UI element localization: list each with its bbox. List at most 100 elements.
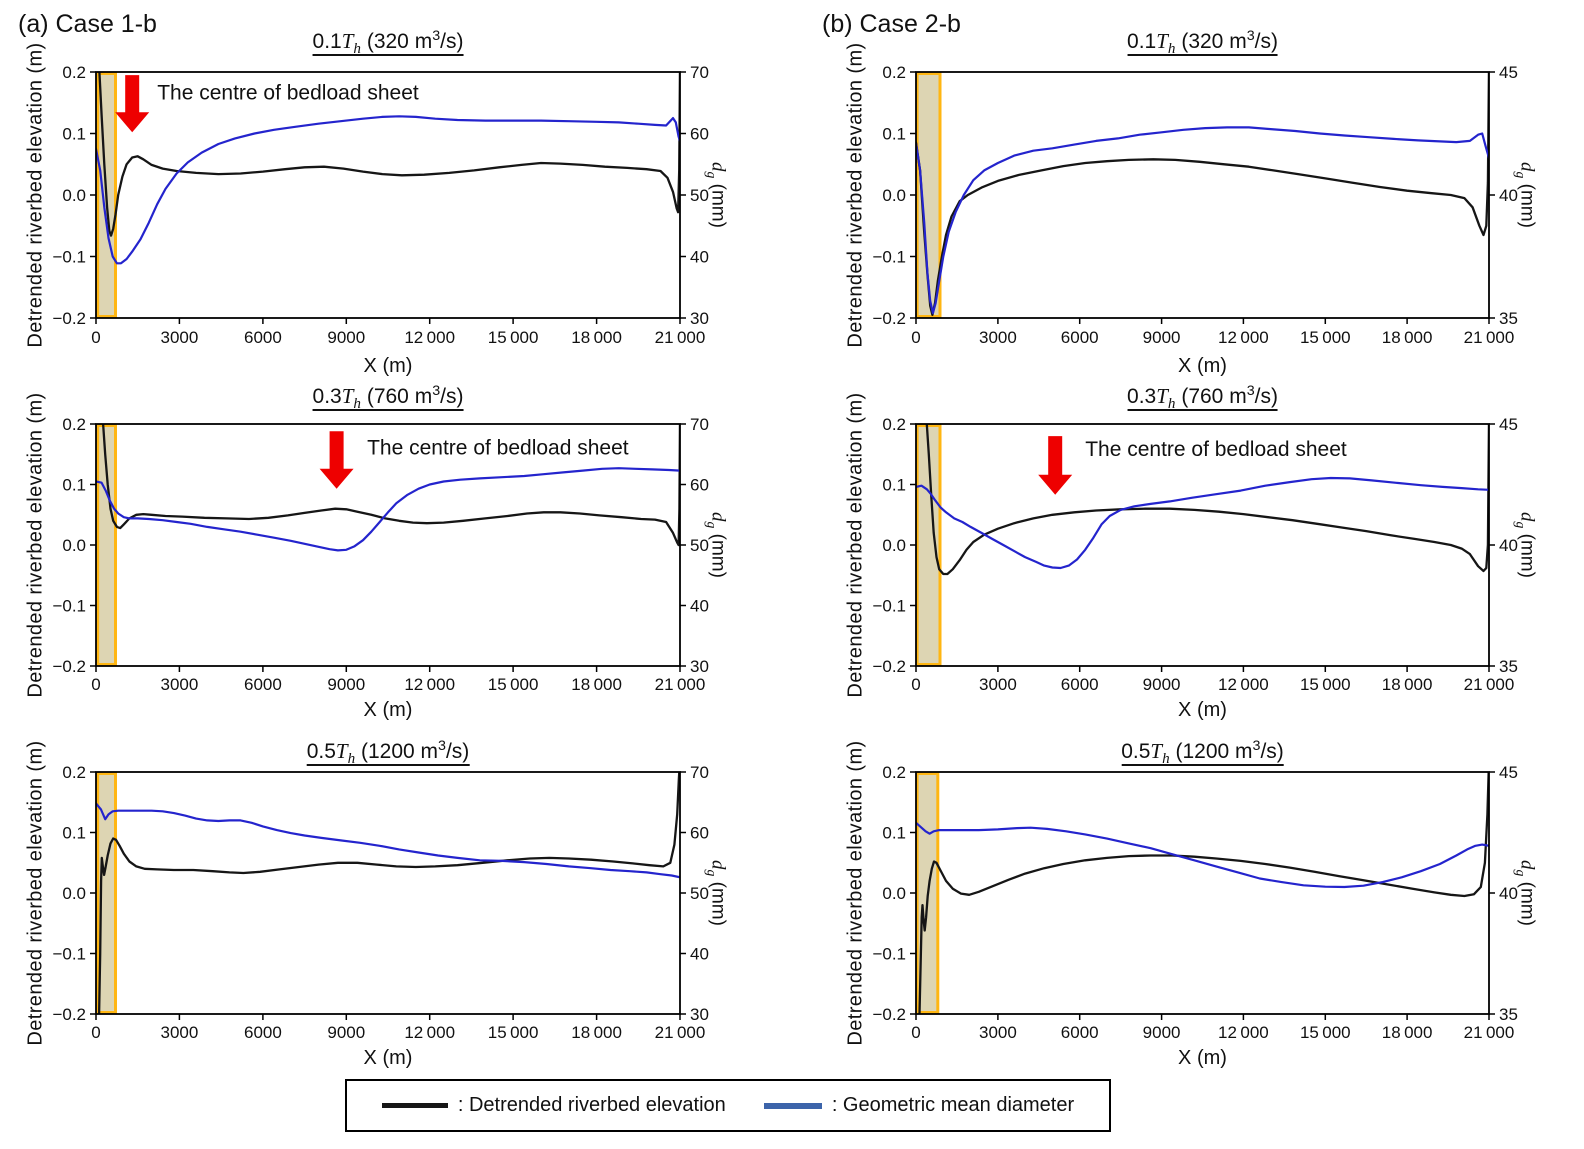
y-axis-label-right: dg (mm)	[1513, 512, 1538, 578]
chart-panel: 0.5Th (1200 m3/s) Detrended riverbed ele…	[0, 725, 792, 1070]
svg-text:−0.1: −0.1	[872, 596, 906, 615]
svg-text:70: 70	[690, 63, 709, 82]
svg-text:0.0: 0.0	[882, 186, 906, 205]
chart-title: 0.1Th (320 m3/s)	[1127, 28, 1278, 58]
chart-canvas: −0.2 −0.1 0.0 0.1 0.2 35 40 45 0 3000 6000 9000 12 0…	[872, 763, 1518, 1069]
svg-text:18 000: 18 000	[1382, 675, 1433, 694]
y-axis-label-right: dg (mm)	[704, 162, 729, 228]
svg-text:50: 50	[690, 536, 709, 555]
svg-text:18 000: 18 000	[571, 1023, 622, 1042]
svg-text:0.0: 0.0	[62, 884, 86, 903]
svg-text:70: 70	[690, 763, 709, 782]
svg-text:0.1: 0.1	[882, 124, 906, 143]
x-axis-label: X (m)	[1178, 1047, 1227, 1069]
svg-text:9000: 9000	[1143, 675, 1181, 694]
svg-text:30: 30	[690, 1005, 709, 1024]
x-axis-label: X (m)	[1178, 355, 1227, 377]
svg-text:3000: 3000	[979, 1023, 1017, 1042]
svg-text:0: 0	[911, 1023, 920, 1042]
svg-text:6000: 6000	[244, 1023, 282, 1042]
svg-text:30: 30	[690, 309, 709, 328]
legend-line-blue	[763, 1102, 822, 1109]
svg-text:3000: 3000	[160, 328, 198, 347]
svg-text:15 000: 15 000	[488, 328, 539, 347]
svg-text:9000: 9000	[1143, 328, 1181, 347]
svg-text:21 000: 21 000	[1464, 675, 1515, 694]
svg-text:12 000: 12 000	[1218, 1023, 1269, 1042]
chart-title: 0.5Th (1200 m3/s)	[1121, 738, 1284, 768]
svg-text:0: 0	[911, 675, 920, 694]
svg-text:70: 70	[690, 415, 709, 434]
svg-text:0.0: 0.0	[882, 884, 906, 903]
svg-text:0.2: 0.2	[62, 763, 86, 782]
svg-text:12 000: 12 000	[404, 328, 455, 347]
svg-text:15 000: 15 000	[488, 1023, 539, 1042]
chart-title: 0.3Th (760 m3/s)	[1127, 383, 1278, 413]
svg-text:0.0: 0.0	[62, 536, 86, 555]
svg-text:12 000: 12 000	[404, 1023, 455, 1042]
svg-text:40: 40	[690, 247, 709, 266]
svg-text:−0.1: −0.1	[52, 944, 86, 963]
svg-text:0.1: 0.1	[62, 823, 86, 842]
svg-text:3000: 3000	[160, 675, 198, 694]
svg-text:9000: 9000	[1143, 1023, 1181, 1042]
panel-label-b: (b) Case 2-b	[822, 10, 961, 38]
svg-text:60: 60	[690, 124, 709, 143]
svg-text:45: 45	[1499, 763, 1518, 782]
x-axis-label: X (m)	[1178, 699, 1227, 721]
svg-text:0.1: 0.1	[62, 124, 86, 143]
chart-canvas: −0.2 −0.1 0.0 0.1 0.2 30 40 50 60 70 0 3000 6000 9000…	[52, 415, 709, 721]
chart-canvas: −0.2 −0.1 0.0 0.1 0.2 35 40 45 0 3000 6000 9000 12 0…	[872, 63, 1517, 377]
svg-text:−0.2: −0.2	[872, 1005, 906, 1024]
chart-canvas: −0.2 −0.1 0.0 0.1 0.2 35 40 45 0 3000 6000 9000 12 0…	[872, 415, 1518, 721]
svg-text:40: 40	[1499, 884, 1518, 903]
chart-panel: 0.1Th (320 m3/s) Detrended riverbed elev…	[0, 0, 792, 380]
panel-label-a: (a) Case 1-b	[18, 10, 157, 38]
y-axis-label-right: dg (mm)	[1513, 860, 1538, 926]
y-axis-label-left: Detrended riverbed elevation (m)	[844, 740, 867, 1046]
chart-canvas: −0.2 −0.1 0.0 0.1 0.2 30 40 50 60 70 0 3000 6000 9000…	[52, 763, 709, 1069]
svg-text:50: 50	[690, 884, 709, 903]
legend-label-elevation: : Detrended riverbed elevation	[457, 1094, 726, 1116]
y-axis-label-right: dg (mm)	[704, 860, 729, 926]
y-axis-label-left: Detrended riverbed elevation (m)	[844, 42, 867, 348]
y-axis-label-right: dg (mm)	[704, 512, 729, 578]
svg-text:12 000: 12 000	[1218, 328, 1269, 347]
svg-text:0.2: 0.2	[62, 415, 86, 434]
svg-text:6000: 6000	[1061, 328, 1099, 347]
svg-text:−0.2: −0.2	[872, 657, 906, 676]
svg-text:3000: 3000	[979, 328, 1017, 347]
svg-text:40: 40	[1499, 536, 1518, 555]
svg-text:9000: 9000	[327, 328, 365, 347]
svg-text:15 000: 15 000	[1300, 1023, 1351, 1042]
svg-text:−0.1: −0.1	[52, 596, 86, 615]
chart-panel: 0.3Th (760 m3/s) Detrended riverbed elev…	[0, 380, 792, 725]
bedload-annotation: The centre of bedload sheet	[367, 436, 629, 459]
svg-text:0.1: 0.1	[882, 475, 906, 494]
svg-text:0: 0	[911, 328, 920, 347]
svg-text:0: 0	[91, 675, 100, 694]
svg-text:12 000: 12 000	[1218, 675, 1269, 694]
svg-text:15 000: 15 000	[488, 675, 539, 694]
legend: : Detrended riverbed elevation : Geometr…	[345, 1079, 1111, 1132]
svg-text:35: 35	[1499, 657, 1518, 676]
svg-text:45: 45	[1499, 415, 1518, 434]
svg-text:40: 40	[690, 596, 709, 615]
bedload-arrow	[1038, 436, 1073, 495]
x-axis-label: X (m)	[364, 699, 413, 721]
bedload-band	[96, 772, 117, 1014]
svg-text:21 000: 21 000	[655, 328, 706, 347]
svg-text:0: 0	[91, 328, 100, 347]
svg-text:15 000: 15 000	[1300, 675, 1351, 694]
chart-title: 0.1Th (320 m3/s)	[312, 28, 464, 58]
svg-text:18 000: 18 000	[1382, 1023, 1433, 1042]
svg-text:0.0: 0.0	[882, 536, 906, 555]
chart-panel: 0.5Th (1200 m3/s) Detrended riverbed ele…	[792, 725, 1584, 1070]
bedload-band	[915, 72, 942, 318]
svg-text:0.2: 0.2	[882, 763, 906, 782]
chart-title: 0.3Th (760 m3/s)	[312, 383, 464, 413]
svg-text:60: 60	[690, 823, 709, 842]
svg-text:6000: 6000	[1061, 675, 1099, 694]
svg-text:6000: 6000	[244, 675, 282, 694]
y-axis-label-left: Detrended riverbed elevation (m)	[24, 42, 47, 348]
